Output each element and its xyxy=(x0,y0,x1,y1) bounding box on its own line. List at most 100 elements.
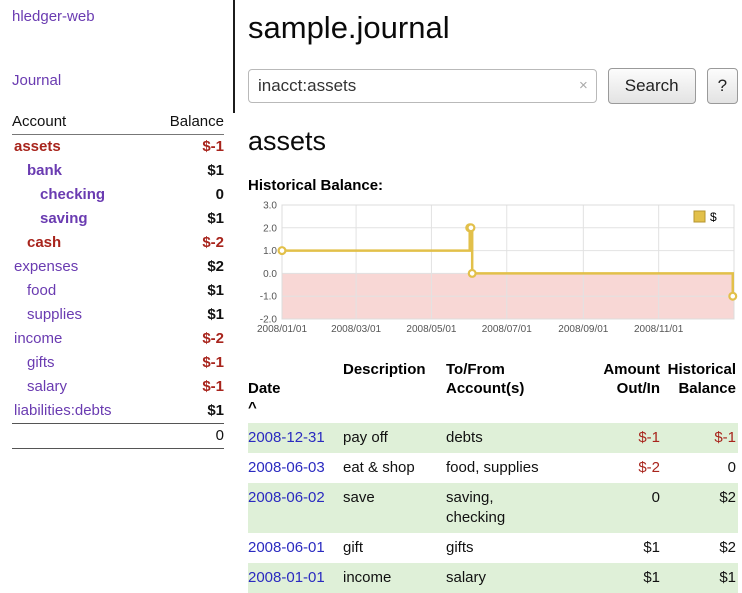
register-date-link[interactable]: 2008-06-01 xyxy=(248,539,325,556)
data-point xyxy=(277,246,287,256)
sort-ascending-icon: ^ xyxy=(248,399,257,416)
register-account: gifts xyxy=(446,539,474,556)
register-table: Date ^ Description To/From Account(s) Am… xyxy=(248,358,738,593)
sidebar-account-row: income $-2 xyxy=(12,327,224,351)
register-amount: $-1 xyxy=(577,423,662,453)
column-header-amount: Amount Out/In xyxy=(603,361,660,397)
register-description: pay off xyxy=(343,423,446,453)
register-balance: $1 xyxy=(662,563,738,593)
legend-swatch xyxy=(693,210,706,223)
x-axis-tick: 2008/01/01 xyxy=(257,324,307,335)
sidebar-account-link-saving[interactable]: saving xyxy=(40,210,88,227)
column-header-description: Description xyxy=(343,361,426,378)
sidebar-account-balance: $1 xyxy=(207,282,224,299)
sidebar-account-list: assets $-1 bank $1 checking 0 saving $1 cash $-2 e… xyxy=(12,135,224,423)
sidebar-account-balance: $2 xyxy=(207,258,224,275)
register-balance: $2 xyxy=(719,539,736,556)
sidebar-account-link-gifts[interactable]: gifts xyxy=(27,354,55,371)
sidebar-account-balance: $-1 xyxy=(202,354,224,371)
sidebar-account-link-income[interactable]: income xyxy=(14,330,63,347)
register-header-row: Date ^ Description To/From Account(s) Am… xyxy=(248,358,738,423)
sidebar-account-row: bank $1 xyxy=(12,159,224,183)
sidebar-account-row: cash $-2 xyxy=(12,231,224,255)
search-input[interactable] xyxy=(248,69,597,103)
chart-plot-border xyxy=(281,204,735,320)
y-axis-tick: -1.0 xyxy=(260,292,278,303)
sidebar-account-row: liabilities:debts $1 xyxy=(12,399,224,423)
sidebar-account-balance: $1 xyxy=(207,162,224,179)
register-account: food, supplies xyxy=(446,459,539,476)
register-account: debts xyxy=(446,423,577,453)
sidebar-account-row: checking 0 xyxy=(12,183,224,207)
register-balance: $-1 xyxy=(662,423,738,453)
register-amount: $-2 xyxy=(638,459,660,476)
y-axis-tick: 2.0 xyxy=(263,223,277,234)
sidebar-account-balance: 0 xyxy=(215,186,224,203)
legend-label: $ xyxy=(710,210,717,224)
column-header-date[interactable]: Date ^ xyxy=(248,358,343,423)
sidebar-account-link-salary[interactable]: salary xyxy=(27,378,68,395)
register-row: 2008-01-01 income salary $1 $1 xyxy=(248,563,738,593)
y-axis-tick: 3.0 xyxy=(263,201,277,212)
x-axis-tick: 2008/09/01 xyxy=(558,324,608,335)
register-description: save xyxy=(343,483,446,533)
register-date-cell: 2008-06-02 xyxy=(248,483,343,533)
register-date-cell: 2008-12-31 xyxy=(248,423,343,453)
register-amount: $1 xyxy=(643,539,660,556)
x-axis-tick: 2008/11/01 xyxy=(634,324,684,335)
register-row: 2008-06-03 eat & shop food, supplies $-2 0 xyxy=(248,453,738,483)
sidebar-total-row: 0 xyxy=(12,423,224,449)
register-date-link[interactable]: 2008-01-01 xyxy=(248,569,325,586)
register-date-cell: 2008-01-01 xyxy=(248,563,343,593)
register-balance: $2 xyxy=(662,483,738,533)
register-description: eat & shop xyxy=(343,459,415,476)
sidebar: hledger-web Journal Account Balance asse… xyxy=(0,0,234,449)
register-date-cell: 2008-06-01 xyxy=(248,533,343,563)
sidebar-account-balance: $1 xyxy=(207,210,224,227)
sidebar-account-link-supplies[interactable]: supplies xyxy=(27,306,83,323)
chart-title: Historical Balance: xyxy=(248,177,384,194)
sidebar-account-balance: $-1 xyxy=(202,138,224,155)
register-date-cell: 2008-06-03 xyxy=(248,453,343,483)
account-heading: assets xyxy=(248,126,327,156)
sidebar-account-row: food $1 xyxy=(12,279,224,303)
sidebar-account-link-food[interactable]: food xyxy=(27,282,57,299)
sidebar-total-balance: 0 xyxy=(215,427,224,444)
main-content: sample.journal × Search ? assets Histori… xyxy=(248,0,738,593)
sidebar-account-balance: $1 xyxy=(207,306,224,323)
register-row: 2008-06-02 save saving, checking 0 $2 xyxy=(248,483,738,533)
app-title-link[interactable]: hledger-web xyxy=(12,8,95,25)
register-row: 2008-12-31 pay off debts $-1 $-1 xyxy=(248,423,738,453)
register-description: income xyxy=(343,563,446,593)
help-button[interactable]: ? xyxy=(706,68,738,104)
sidebar-account-row: expenses $2 xyxy=(12,255,224,279)
column-header-balance: Historical Balance xyxy=(667,361,736,397)
sidebar-account-row: gifts $-1 xyxy=(12,351,224,375)
x-axis-tick: 2008/05/01 xyxy=(406,324,456,335)
register-date-link[interactable]: 2008-06-03 xyxy=(248,459,325,476)
x-axis-tick: 2008/07/01 xyxy=(482,324,532,335)
sidebar-account-link-checking[interactable]: checking xyxy=(40,186,106,203)
sidebar-account-row: salary $-1 xyxy=(12,375,224,399)
search-bar: × Search ? xyxy=(248,68,738,104)
search-field-wrapper: × xyxy=(248,69,597,103)
sidebar-account-row: supplies $1 xyxy=(12,303,224,327)
sidebar-account-balance: $-2 xyxy=(202,330,224,347)
sidebar-account-link-liabilities-debts[interactable]: liabilities:debts xyxy=(14,402,112,419)
sidebar-account-link-bank[interactable]: bank xyxy=(27,162,63,179)
sidebar-account-link-assets[interactable]: assets xyxy=(14,138,61,155)
sidebar-account-row: saving $1 xyxy=(12,207,224,231)
sidebar-account-balance: $-1 xyxy=(202,378,224,395)
y-axis-tick: 0.0 xyxy=(263,269,277,280)
sidebar-account-link-expenses[interactable]: expenses xyxy=(14,258,79,275)
register-date-link[interactable]: 2008-06-02 xyxy=(248,489,325,506)
search-button[interactable]: Search xyxy=(607,68,696,104)
register-date-link[interactable]: 2008-12-31 xyxy=(248,429,325,446)
page-title: sample.journal xyxy=(248,10,450,45)
clear-search-icon[interactable]: × xyxy=(578,77,588,94)
sidebar-account-link-cash[interactable]: cash xyxy=(27,234,62,251)
sidebar-account-balance: $1 xyxy=(207,402,224,419)
balance-column-header: Balance xyxy=(169,113,224,130)
nav-journal-link[interactable]: Journal xyxy=(12,72,62,89)
sidebar-accounts-table: Account Balance assets $-1 bank $1 checking 0… xyxy=(12,110,224,449)
